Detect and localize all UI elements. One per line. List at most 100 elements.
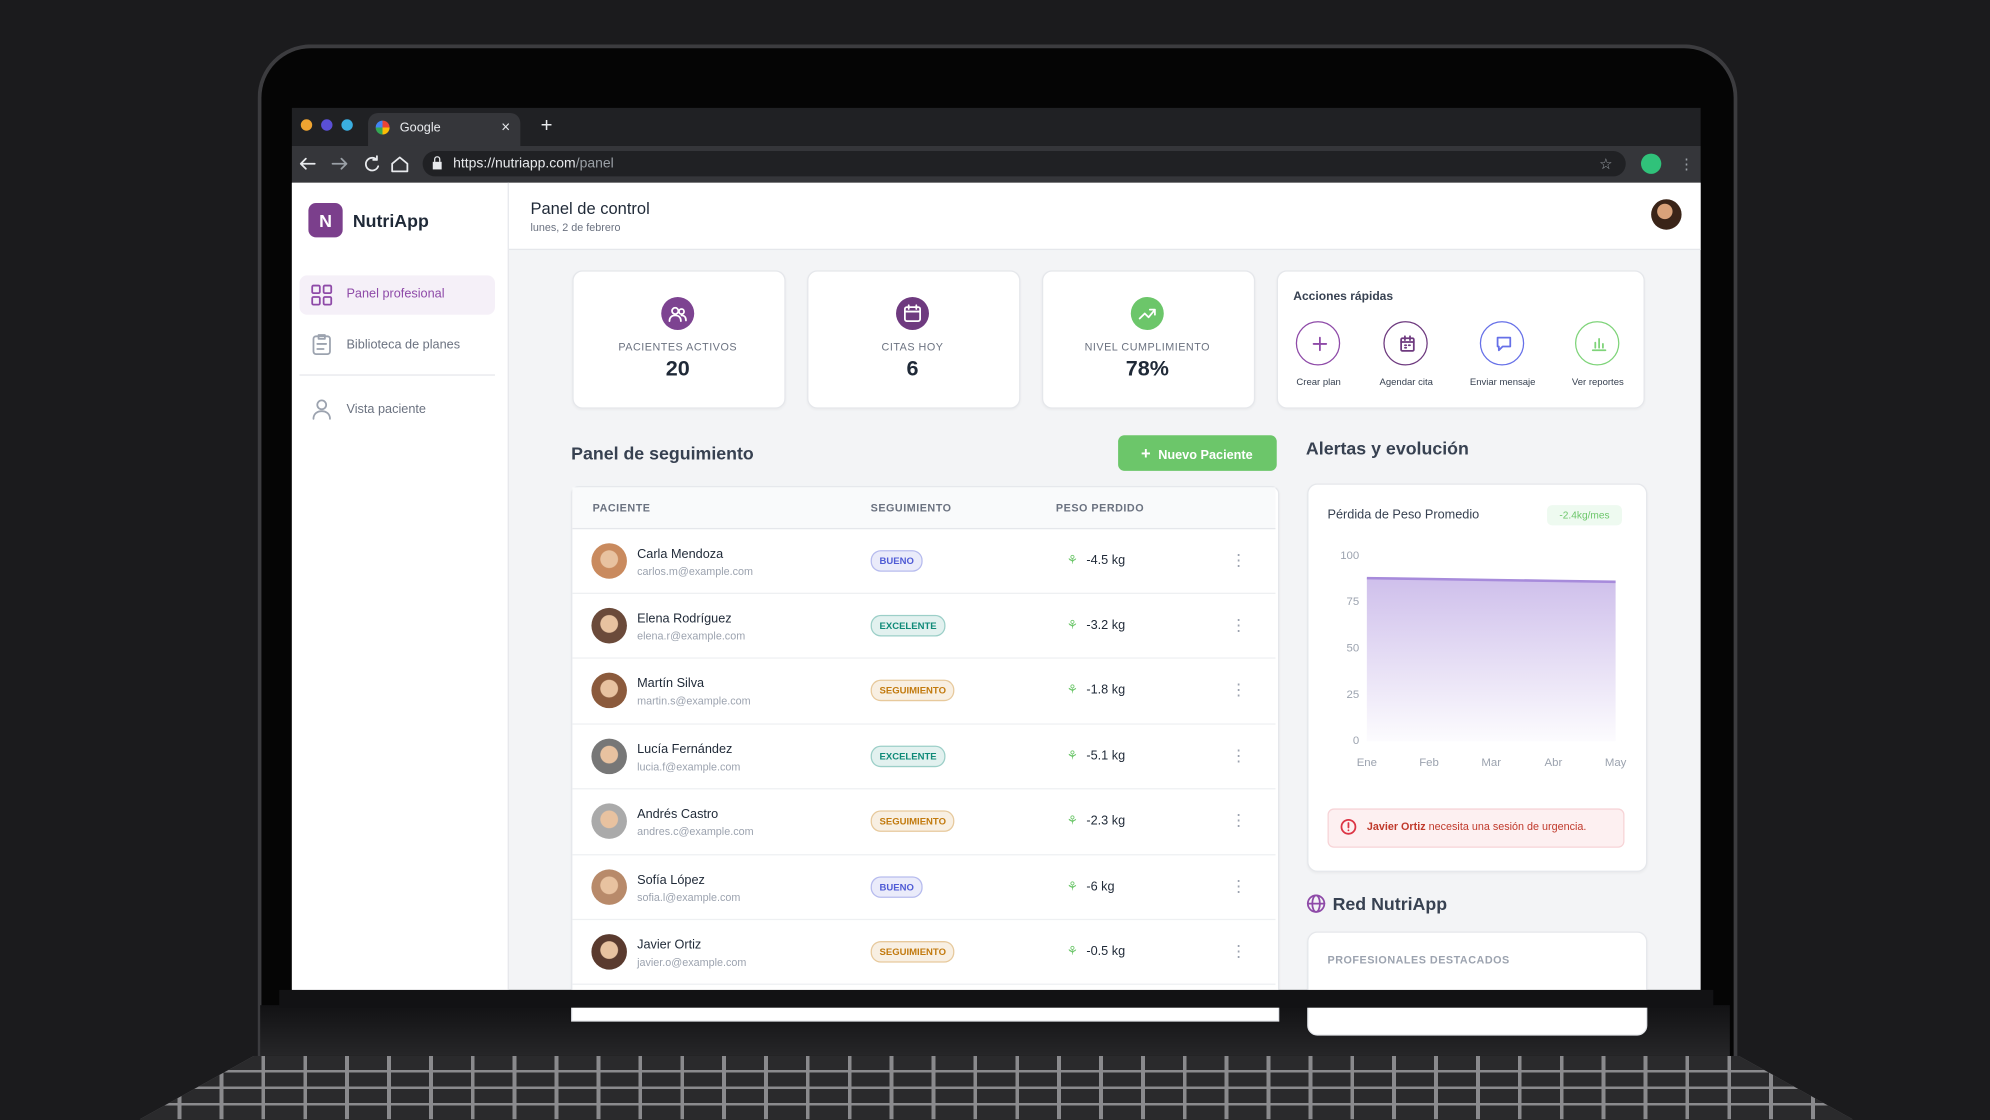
quick-action-button[interactable]	[1295, 321, 1341, 366]
quick-action-label: Agendar cita	[1379, 376, 1433, 388]
status-badge: BUENO	[870, 875, 923, 898]
stat-card	[1041, 270, 1256, 409]
alert-message: necesita una sesión de urgencia.	[1428, 819, 1587, 833]
chart-badge	[1547, 505, 1622, 526]
row-menu: ⋮	[1230, 550, 1247, 570]
quick-action-button[interactable]	[1383, 321, 1428, 366]
x-tick-label: Mar	[1481, 757, 1501, 769]
line	[1366, 576, 1616, 584]
tracking-title: Panel de seguimiento	[571, 442, 754, 464]
weight-value: -6 kg	[1086, 879, 1115, 894]
user-avatar[interactable]	[1651, 199, 1682, 230]
tab-title: Google	[399, 121, 441, 136]
window-dot[interactable]	[321, 119, 333, 131]
patient-name: Carla Mendoza	[637, 546, 724, 561]
column-header: PESO PERDIDO	[1055, 501, 1145, 514]
network-subtitle: PROFESIONALES DESTACADOS	[1327, 953, 1510, 966]
nav-active[interactable]	[299, 275, 495, 315]
weight-icon: ⚘	[1066, 814, 1079, 829]
row-divider	[572, 723, 1276, 725]
tab[interactable]	[368, 112, 521, 146]
patient-avatar	[591, 607, 627, 644]
stat-label: NIVEL CUMPLIMIENTO	[1084, 340, 1211, 353]
quick-action-label: Enviar mensaje	[1469, 376, 1536, 388]
profile-icon[interactable]	[1640, 153, 1662, 174]
chart-annotation: -2.4kg/mes	[1559, 509, 1610, 521]
header	[508, 182, 1701, 251]
new-tab[interactable]: +	[540, 115, 553, 138]
window-dot[interactable]	[300, 119, 313, 131]
alert-box	[1327, 808, 1625, 848]
row-menu: ⋮	[1230, 876, 1247, 896]
lock-icon	[432, 156, 442, 170]
weight-icon: ⚘	[1066, 944, 1079, 959]
row-divider	[572, 788, 1276, 790]
network-icon	[1306, 894, 1326, 913]
button-text: Nuevo Paciente	[1158, 448, 1253, 463]
quick-action-icon	[1312, 336, 1327, 352]
nav-item[interactable]: Panel profesional	[346, 287, 445, 302]
tab-favicon	[375, 120, 390, 135]
window-dot[interactable]	[341, 119, 353, 131]
weight-value: -0.5 kg	[1086, 944, 1126, 959]
patient-name: Elena Rodríguez	[637, 612, 732, 627]
nav-icon	[311, 284, 333, 306]
row-divider	[572, 592, 1276, 594]
stat-value: 78%	[1125, 356, 1169, 381]
stat-icon	[1138, 308, 1156, 320]
status-badge: SEGUIMIENTO	[870, 940, 955, 963]
nav-icons[interactable]	[297, 152, 419, 175]
y-tick-label: 25	[1347, 689, 1360, 701]
weight-value: -4.5 kg	[1086, 553, 1126, 568]
new-patient-label[interactable]: + Nuevo Paciente	[1141, 444, 1253, 463]
x-tick-label: Ene	[1357, 757, 1377, 769]
y-tick-label: 0	[1353, 735, 1359, 747]
row-menu: ⋮	[1230, 680, 1247, 700]
keyboard-rows	[139, 1055, 1853, 1120]
bookmark-star[interactable]: ☆	[1599, 154, 1613, 173]
table-head	[572, 487, 1276, 530]
area	[1366, 578, 1616, 742]
menu-icon[interactable]: ⋮	[1679, 154, 1695, 173]
new-patient-button[interactable]	[1118, 435, 1277, 471]
row-menu: ⋮	[1230, 745, 1247, 765]
patient-email: elena.r@example.com	[637, 629, 746, 643]
weight-icon: ⚘	[1066, 683, 1079, 698]
patient-avatar	[591, 803, 627, 840]
quick-action-icon	[1591, 337, 1607, 352]
row-divider	[572, 657, 1276, 660]
weight-value: -5.1 kg	[1086, 749, 1126, 763]
quick-action-icon	[1399, 335, 1415, 352]
status-badge: SEGUIMIENTO	[870, 679, 955, 702]
tab-close[interactable]: ×	[501, 118, 511, 136]
row-divider	[572, 984, 1276, 986]
quick-action-button[interactable]	[1479, 321, 1525, 366]
patient-name: Sofía López	[637, 873, 705, 888]
patient-email: martin.s@example.com	[637, 694, 751, 708]
weight-icon: ⚘	[1066, 618, 1079, 633]
patient-email: lucia.f@example.com	[637, 759, 741, 773]
row-menu: ⋮	[1230, 811, 1247, 831]
nav-item[interactable]: Vista paciente	[346, 402, 426, 417]
screen-bottom-mask	[279, 989, 1714, 1008]
nav-item[interactable]: Biblioteca de planes	[346, 338, 461, 353]
quick-action-label: Crear plan	[1296, 376, 1341, 388]
patient-avatar	[591, 673, 627, 709]
quick-action-icon	[1496, 336, 1511, 352]
patient-email: carlos.m@example.com	[637, 564, 753, 577]
patient-email: andres.c@example.com	[637, 825, 754, 838]
stat-icon-bg	[896, 296, 930, 330]
url-field[interactable]	[422, 151, 1626, 177]
row-divider	[572, 853, 1276, 855]
y-tick-label: 100	[1340, 550, 1359, 562]
patient-email: sofia.l@example.com	[637, 890, 741, 903]
quick-action-button[interactable]	[1574, 321, 1620, 366]
row-menu: ⋮	[1230, 615, 1247, 635]
weight-value: -1.8 kg	[1086, 683, 1126, 698]
weight-value: -3.2 kg	[1086, 618, 1126, 633]
alerts-title: Alertas y evolución	[1305, 437, 1469, 459]
column-header: PACIENTE	[592, 501, 651, 514]
header-date: lunes, 2 de febrero	[530, 220, 621, 234]
url-host: https://nutriapp.com	[453, 156, 576, 172]
y-tick-label: 50	[1347, 643, 1360, 655]
